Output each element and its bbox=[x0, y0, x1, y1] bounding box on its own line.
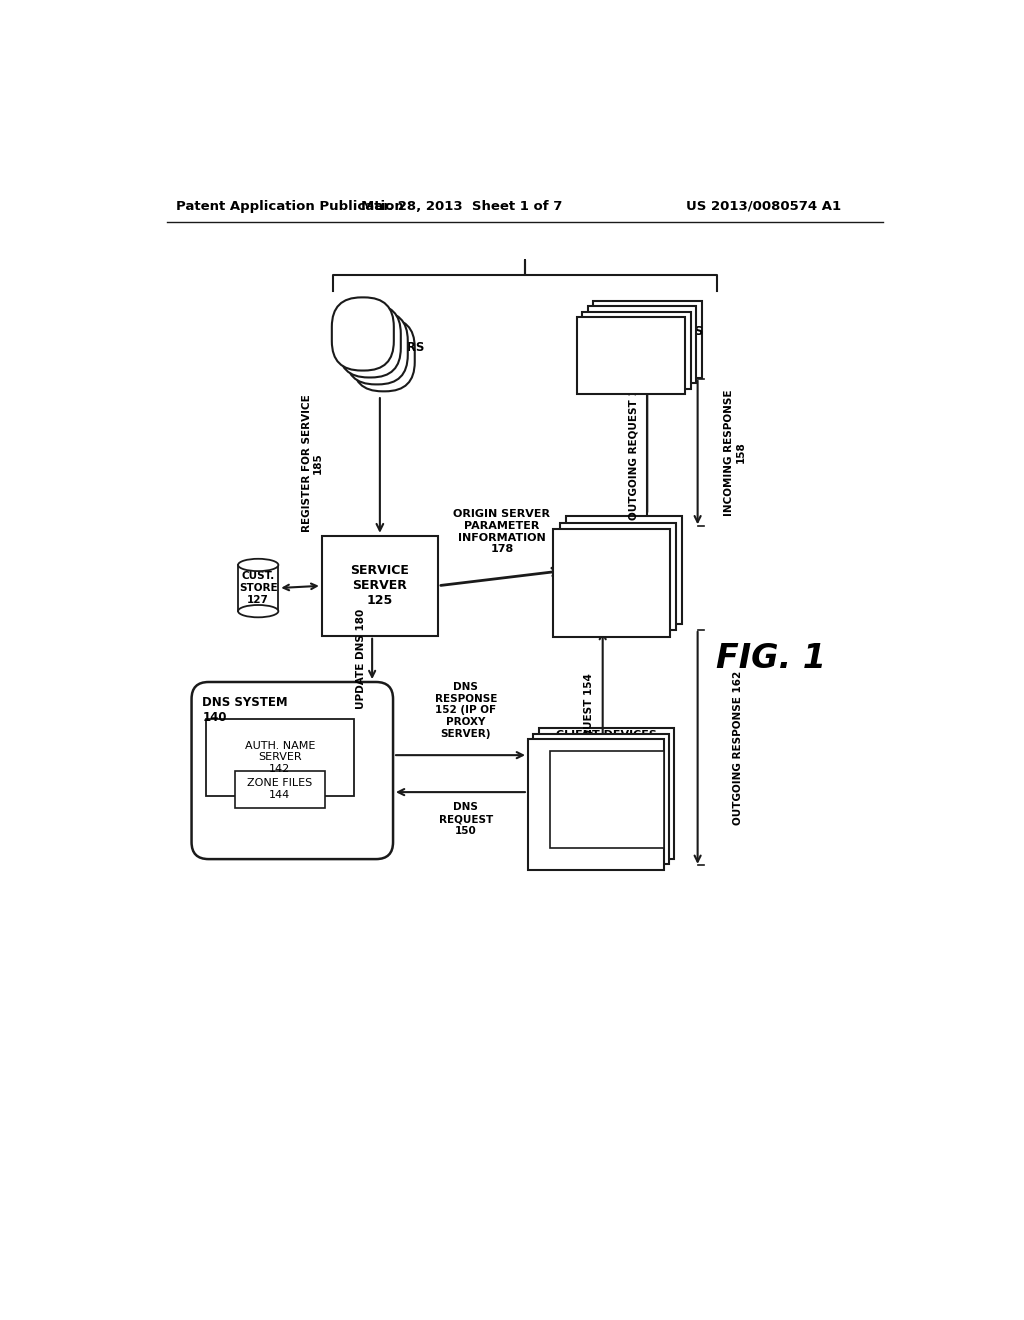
Bar bbox=[234, 771, 325, 808]
Text: Mar. 28, 2013  Sheet 1 of 7: Mar. 28, 2013 Sheet 1 of 7 bbox=[360, 199, 562, 213]
Text: Patent Application Publication: Patent Application Publication bbox=[176, 199, 403, 213]
Bar bbox=[593, 301, 701, 378]
Text: INCOMING RESPONSE
158: INCOMING RESPONSE 158 bbox=[724, 389, 745, 516]
Text: ORIGIN SERVERS
130A-N: ORIGIN SERVERS 130A-N bbox=[591, 325, 703, 354]
Text: ORIGIN SERVER
PARAMETER
INFORMATION
178: ORIGIN SERVER PARAMETER INFORMATION 178 bbox=[454, 510, 551, 554]
FancyBboxPatch shape bbox=[332, 297, 394, 371]
Bar bbox=[560, 523, 676, 631]
Ellipse shape bbox=[238, 605, 279, 618]
FancyBboxPatch shape bbox=[191, 682, 393, 859]
Text: FIG. 1: FIG. 1 bbox=[716, 643, 826, 676]
Text: ZONE FILES
144: ZONE FILES 144 bbox=[247, 779, 312, 800]
FancyBboxPatch shape bbox=[352, 318, 415, 391]
Text: AUTH. NAME
SERVER
142: AUTH. NAME SERVER 142 bbox=[245, 741, 315, 774]
Bar bbox=[554, 529, 670, 636]
Bar bbox=[577, 317, 685, 395]
Text: UPDATE DNS 180: UPDATE DNS 180 bbox=[355, 609, 366, 709]
Text: CUSTOMERS
135A-L: CUSTOMERS 135A-L bbox=[343, 341, 425, 368]
Bar bbox=[583, 312, 690, 388]
FancyBboxPatch shape bbox=[346, 312, 408, 384]
Text: CUST.
STORE
127: CUST. STORE 127 bbox=[239, 572, 278, 605]
FancyBboxPatch shape bbox=[339, 305, 400, 378]
Bar bbox=[566, 516, 682, 624]
Bar bbox=[238, 565, 279, 611]
Text: OUTGOING REQUEST 154: OUTGOING REQUEST 154 bbox=[629, 374, 638, 520]
Text: SERVICE
SERVER
125: SERVICE SERVER 125 bbox=[350, 564, 410, 607]
Bar bbox=[322, 536, 438, 636]
Text: DNS
REQUEST
150: DNS REQUEST 150 bbox=[438, 803, 493, 836]
Bar bbox=[206, 719, 354, 796]
Bar bbox=[528, 739, 664, 870]
Bar bbox=[539, 729, 675, 859]
Ellipse shape bbox=[238, 558, 279, 572]
Text: REGISTER FOR SERVICE
185: REGISTER FOR SERVICE 185 bbox=[302, 395, 324, 532]
Text: DNS SYSTEM
140: DNS SYSTEM 140 bbox=[203, 696, 288, 723]
Bar bbox=[550, 751, 664, 849]
Text: INCOMING REQUEST 154: INCOMING REQUEST 154 bbox=[584, 673, 594, 817]
Text: PROXY
SERVER(S)
120: PROXY SERVER(S) 120 bbox=[586, 549, 662, 591]
Text: CLIENT
NETWORK
APPLICATION
115: CLIENT NETWORK APPLICATION 115 bbox=[565, 777, 647, 822]
Text: OUTGOING RESPONSE 162: OUTGOING RESPONSE 162 bbox=[733, 671, 743, 825]
Bar bbox=[534, 734, 669, 865]
Text: DNS
RESPONSE
152 (IP OF
PROXY
SERVER): DNS RESPONSE 152 (IP OF PROXY SERVER) bbox=[435, 682, 497, 739]
Text: CLIENT DEVICES
110A-I: CLIENT DEVICES 110A-I bbox=[556, 730, 657, 752]
Text: US 2013/0080574 A1: US 2013/0080574 A1 bbox=[686, 199, 841, 213]
Bar bbox=[588, 306, 696, 383]
